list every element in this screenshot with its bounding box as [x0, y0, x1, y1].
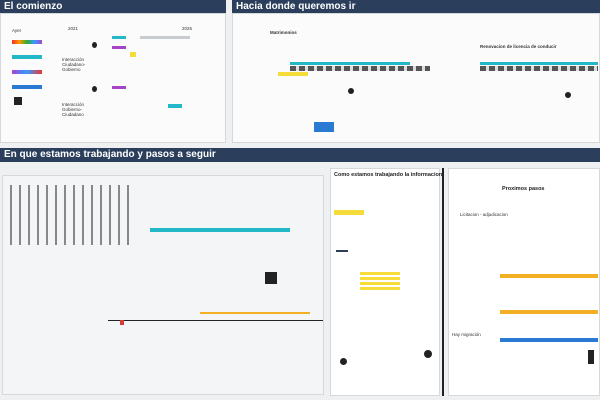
box	[168, 104, 182, 108]
sticky	[278, 72, 308, 76]
label: Hay migración	[452, 332, 481, 337]
frame-title: Proximos pasos	[502, 186, 545, 192]
flow	[290, 62, 410, 65]
label: Licitacion - adjudicacion	[460, 212, 508, 217]
bar	[500, 338, 598, 342]
icon	[565, 92, 571, 98]
icon	[588, 350, 594, 364]
strip	[12, 40, 42, 44]
stickies	[360, 270, 400, 290]
label: Interacción Gobierno-Ciudadano	[62, 102, 85, 117]
box	[112, 86, 126, 89]
label: 2021	[68, 26, 79, 31]
sticky	[130, 52, 136, 57]
image	[265, 272, 277, 284]
sticky	[334, 210, 364, 215]
bar	[500, 310, 598, 314]
section-header: El comienzo	[0, 0, 226, 13]
icon	[424, 350, 432, 358]
divider	[442, 168, 444, 396]
section-header: En que estamos trabajando y pasos a segu…	[0, 148, 600, 162]
label: Renovacion de licencia de conducir	[480, 44, 557, 49]
line	[108, 320, 323, 321]
frame-title: Como estamos trabajando la informacion	[334, 172, 443, 178]
bar	[500, 274, 598, 278]
flow	[150, 228, 290, 232]
tag	[336, 250, 348, 252]
strip	[12, 70, 42, 74]
box	[314, 122, 334, 132]
icon	[14, 97, 22, 105]
marker	[120, 320, 124, 325]
tree	[10, 185, 130, 245]
screens	[290, 66, 430, 71]
box	[112, 36, 126, 39]
frame	[448, 168, 600, 396]
strip	[12, 55, 42, 59]
label: Interacción Ciudadano-Gobierno	[62, 57, 86, 72]
label: Ayer	[12, 28, 22, 33]
section-header: Hacia donde queremos ir	[232, 0, 600, 13]
box	[140, 36, 190, 39]
icon	[92, 42, 97, 48]
icon	[92, 86, 97, 92]
label: 2025	[182, 26, 193, 31]
panel	[0, 13, 226, 143]
label: Matrimonios	[270, 30, 297, 35]
icon	[348, 88, 354, 94]
flow	[480, 62, 598, 65]
strip	[12, 85, 42, 89]
screens	[480, 66, 598, 71]
line	[200, 312, 310, 314]
icon	[340, 358, 347, 365]
panel	[232, 13, 600, 143]
box	[112, 46, 126, 49]
